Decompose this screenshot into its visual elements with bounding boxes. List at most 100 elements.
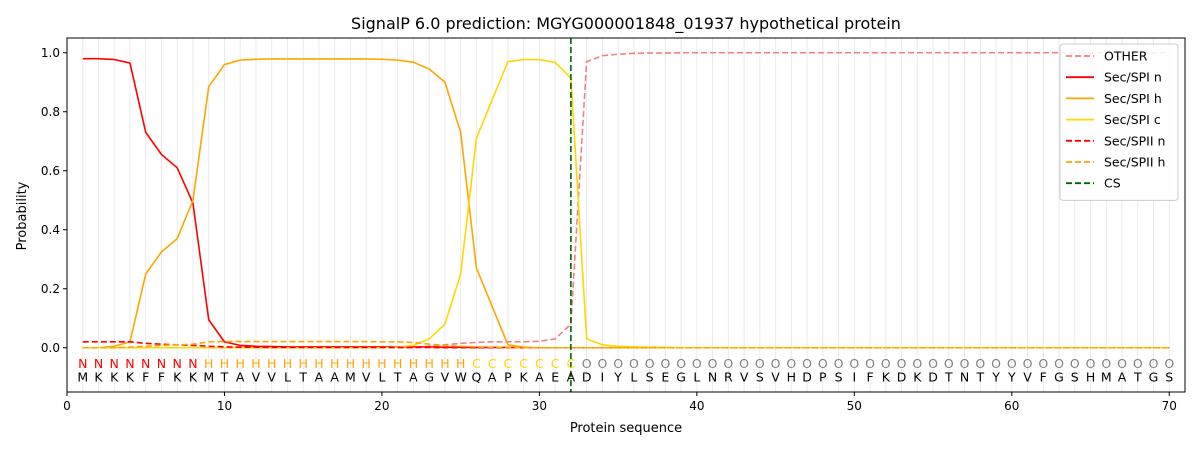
y-tick-label: 0.2 [41, 282, 60, 296]
sequence-residue-label: T [1133, 369, 1142, 384]
annotation-label: H [267, 356, 276, 371]
annotation-label: O [629, 356, 639, 371]
sequence-residue-label: P [504, 369, 512, 384]
legend: OTHER Sec/SPI n Sec/SPI h Sec/SPI c Sec/SPII… [1059, 43, 1179, 201]
sequence-residue-label: A [535, 369, 544, 384]
sequence-residue-label: I [852, 369, 856, 384]
annotation-label: N [141, 356, 150, 371]
sequence-residue-label: K [882, 369, 891, 384]
annotation-label: O [881, 356, 891, 371]
sequence-residue-label: Y [991, 369, 1000, 384]
sequence-residue-label: T [298, 369, 307, 384]
sequence-residue-label: P [819, 369, 827, 384]
annotation-label: O [1070, 356, 1080, 371]
y-tick-label: 0.4 [41, 223, 60, 237]
annotation-label: N [173, 356, 182, 371]
sequence-residue-label: Q [471, 369, 481, 384]
plot-frame [66, 37, 1186, 393]
annotation-label: O [645, 356, 655, 371]
annotation-label: O [1133, 356, 1143, 371]
annotation-label: O [1164, 356, 1174, 371]
annotation-label: H [456, 356, 465, 371]
annotation-label: N [125, 356, 134, 371]
sequence-residue-label: E [551, 369, 559, 384]
sequence-residue-label: K [913, 369, 922, 384]
annotation-label: O [660, 356, 670, 371]
annotation-label: N [78, 356, 87, 371]
x-tick-label: 70 [1162, 399, 1177, 413]
y-axis-label: Probability [15, 181, 30, 250]
x-tick-label: 30 [532, 399, 547, 413]
sequence-residue-label: T [220, 369, 229, 384]
annotation-label: O [1023, 356, 1033, 371]
annotation-label: H [298, 356, 307, 371]
annotation-label: O [1007, 356, 1017, 371]
x-tick-label: 60 [1004, 399, 1019, 413]
sequence-residue-label: K [126, 369, 135, 384]
sequence-residue-label: M [77, 369, 88, 384]
sequence-residue-label: F [158, 369, 165, 384]
legend-label: Sec/SPI c [1104, 112, 1161, 127]
sequence-residue-label: S [646, 369, 654, 384]
annotation-label: O [818, 356, 828, 371]
annotation-label: O [755, 356, 765, 371]
x-tick-label: 0 [63, 399, 71, 413]
annotation-label: O [928, 356, 938, 371]
annotation-label: O [944, 356, 954, 371]
sequence-residue-label: V [362, 369, 371, 384]
annotation-label: O [1086, 356, 1096, 371]
annotation-label: H [330, 356, 339, 371]
annotation-label: O [802, 356, 812, 371]
annotation-label: C [551, 356, 560, 371]
annotation-label: C [488, 356, 497, 371]
annotation-label: H [424, 356, 433, 371]
annotation-label: O [771, 356, 781, 371]
sequence-residue-label: W [454, 369, 466, 384]
sequence-residue-label: A [567, 369, 576, 384]
sequence-residue-label: K [110, 369, 119, 384]
sequence-residue-label: R [724, 369, 733, 384]
sequence-residue-label: D [897, 369, 907, 384]
legend-label: Sec/SPII n [1104, 133, 1165, 148]
sequence-residue-label: A [315, 369, 324, 384]
sequence-residue-label: G [676, 369, 686, 384]
annotation-label: H [220, 356, 229, 371]
sequence-residue-label: S [835, 369, 843, 384]
sequence-residue-label: V [441, 369, 450, 384]
annotation-label: H [283, 356, 292, 371]
legend-label: OTHER [1104, 49, 1148, 64]
annotation-label: C [535, 356, 544, 371]
annotation-label: O [786, 356, 796, 371]
series-line-sec-spi-c [82, 58, 1170, 349]
residue-gridlines [82, 38, 1170, 392]
x-tick-label: 10 [217, 399, 232, 413]
annotation-label: O [849, 356, 859, 371]
legend-label: Sec/SPII h [1104, 155, 1165, 170]
sequence-residue-label: K [173, 369, 182, 384]
legend-label: Sec/SPI h [1104, 91, 1162, 106]
sequence-residue-label: V [252, 369, 261, 384]
sequence-residue-label: V [1023, 369, 1032, 384]
annotation-label: O [597, 356, 607, 371]
y-tick-label: 0.8 [41, 105, 60, 119]
sequence-residue-label: K [94, 369, 103, 384]
annotation-label: O [1117, 356, 1127, 371]
sequence-residue-label: F [866, 369, 873, 384]
annotation-label: O [975, 356, 985, 371]
annotation-label: H [251, 356, 260, 371]
annotation-label: O [676, 356, 686, 371]
annotation-label: H [361, 356, 370, 371]
sequence-residue-label: A [488, 369, 497, 384]
annotation-label: H [236, 356, 245, 371]
annotation-label: O [723, 356, 733, 371]
annotation-label: O [1054, 356, 1064, 371]
annotation-label: N [157, 356, 166, 371]
annotation-label: C [519, 356, 528, 371]
annotation-label: N [94, 356, 103, 371]
sequence-residue-label: D [582, 369, 592, 384]
annotation-label: O [692, 356, 702, 371]
sequence-residue-label: D [802, 369, 812, 384]
x-tick-label: 40 [689, 399, 704, 413]
annotation-label: O [1149, 356, 1159, 371]
